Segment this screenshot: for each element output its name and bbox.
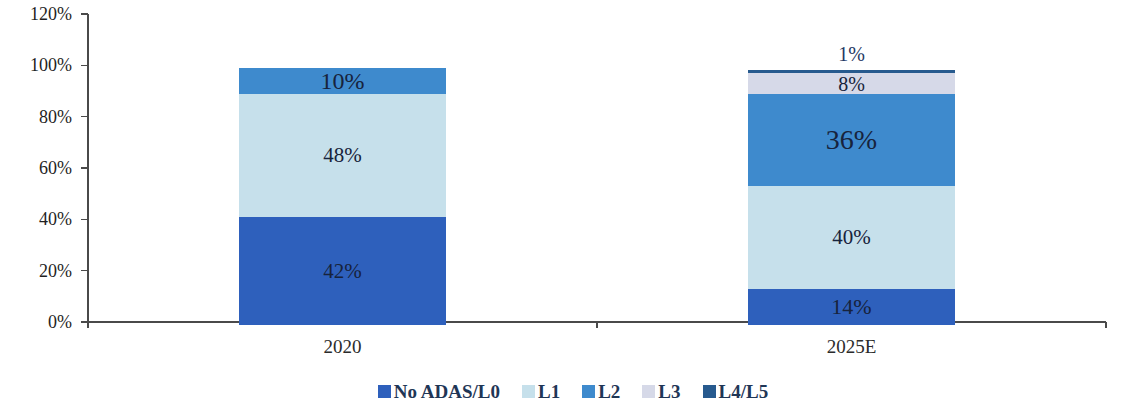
x-axis-tick [1105, 322, 1107, 328]
y-axis-tick-label: 100% [0, 55, 72, 75]
legend-item-l4-l5: L4/L5 [703, 382, 769, 401]
y-axis-tick-label: 60% [0, 158, 72, 178]
bar-segment-l4-l5 [748, 70, 955, 74]
legend-label: L2 [598, 382, 620, 401]
legend-swatch [378, 385, 391, 398]
legend-label: No ADAS/L0 [394, 382, 500, 401]
y-axis-tick-label: 80% [0, 107, 72, 127]
bar-segment-l1: 40% [748, 186, 955, 289]
legend-swatch [582, 385, 595, 398]
y-axis-tick-label: 120% [0, 4, 72, 24]
legend-item-l2: L2 [582, 382, 620, 401]
x-axis-tick [87, 322, 89, 328]
category-label: 2025E [792, 337, 912, 356]
legend-label: L1 [538, 382, 560, 401]
bar-segment-l3: 8% [748, 73, 955, 94]
legend-item-no-adas-l0: No ADAS/L0 [378, 382, 500, 401]
segment-value-label: 48% [323, 145, 362, 166]
y-axis-tick-label: 40% [0, 209, 72, 229]
bar-segment-l2: 36% [748, 94, 955, 186]
bar-segment-no-adas-l0: 42% [239, 217, 446, 325]
y-axis-line [87, 14, 89, 326]
legend-swatch [522, 385, 535, 398]
bar-segment-l2: 10% [239, 68, 446, 94]
legend-label: L3 [658, 382, 680, 401]
y-axis-tick-label: 20% [0, 261, 72, 281]
segment-value-label: 10% [321, 69, 365, 93]
segment-value-label: 40% [832, 227, 871, 248]
y-axis-tick-label: 0% [0, 312, 72, 332]
legend-swatch [703, 385, 716, 398]
bar-segment-l1: 48% [239, 94, 446, 217]
segment-value-label: 8% [838, 74, 865, 94]
outside-value-label: 1% [792, 44, 912, 64]
legend-item-l3: L3 [642, 382, 680, 401]
legend-label: L4/L5 [719, 382, 769, 401]
x-axis-tick [596, 322, 598, 328]
legend: No ADAS/L0 L1 L2 L3 L4/L5 [0, 379, 1146, 403]
legend-swatch [642, 385, 655, 398]
segment-value-label: 14% [831, 296, 871, 318]
legend-item-l1: L1 [522, 382, 560, 401]
bar-segment-no-adas-l0: 14% [748, 289, 955, 325]
stacked-bar-chart: 0% 20% 40% 60% 80% 100% 120% 42% 48% 10% 2020 14% 40… [0, 0, 1146, 416]
segment-value-label: 36% [826, 126, 877, 154]
segment-value-label: 42% [323, 261, 362, 282]
category-label: 2020 [283, 337, 403, 356]
